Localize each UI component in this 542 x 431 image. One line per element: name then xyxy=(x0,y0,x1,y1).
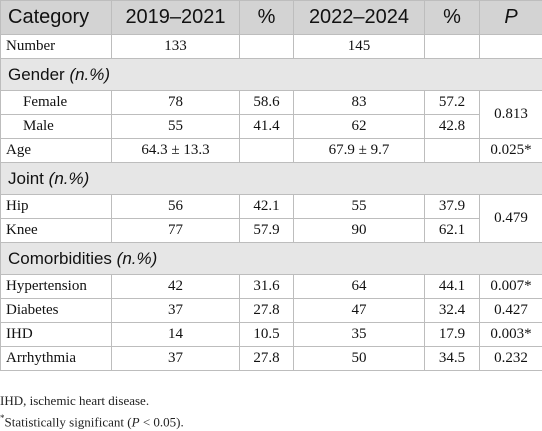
cell-p-value: 0.232 xyxy=(479,346,542,371)
cell-percent: 27.8 xyxy=(239,346,294,371)
table-row: Diabetes 37 27.8 47 32.4 0.427 xyxy=(0,298,542,323)
cell-percent: 17.9 xyxy=(424,322,480,347)
row-label: Female xyxy=(0,90,112,115)
header-category: Category xyxy=(0,0,112,35)
cell-empty xyxy=(479,34,542,59)
cell-value: 37 xyxy=(111,346,240,371)
asterisk-mark: * xyxy=(0,413,5,423)
cell-p-value: 0.007* xyxy=(479,274,542,299)
cell-percent: 57.2 xyxy=(424,90,480,115)
cell-percent: 62.1 xyxy=(424,218,480,243)
row-label: Arrhythmia xyxy=(0,346,112,371)
cell-value: 56 xyxy=(111,194,240,219)
cell-value: 35 xyxy=(293,322,425,347)
table-row: Age 64.3 ± 13.3 67.9 ± 9.7 0.025* xyxy=(0,138,542,163)
footnote-p-symbol: P xyxy=(131,414,140,430)
cell-percent: 44.1 xyxy=(424,274,480,299)
header-pct1: % xyxy=(239,0,294,35)
cell-percent: 37.9 xyxy=(424,194,480,219)
row-label: Number xyxy=(0,34,112,59)
cell-value: 83 xyxy=(293,90,425,115)
cell-percent: 34.5 xyxy=(424,346,480,371)
table-row: Knee 77 57.9 90 62.1 xyxy=(0,218,542,243)
cell-value: 90 xyxy=(293,218,425,243)
footnote-threshold: < 0.05). xyxy=(139,414,184,430)
row-label: Hypertension xyxy=(0,274,112,299)
cell-value: 78 xyxy=(111,90,240,115)
cell-percent: 41.4 xyxy=(239,114,294,139)
header-p: P xyxy=(479,0,542,35)
table-container: Category 2019–2021 % 2022–2024 % P Numbe… xyxy=(0,0,542,371)
section-joint: Joint (n.%) xyxy=(0,162,542,195)
cell-percent: 42.8 xyxy=(424,114,480,139)
row-label: Knee xyxy=(0,218,112,243)
cell-p-value: 0.813 xyxy=(479,90,542,139)
cell-p-value: 0.479 xyxy=(479,194,542,243)
table-row: Number 133 145 xyxy=(0,34,542,59)
table-row: Hip 56 42.1 55 37.9 0.479 xyxy=(0,194,542,243)
cell-empty xyxy=(424,138,480,163)
cell-value: 145 xyxy=(293,34,425,59)
cell-value: 50 xyxy=(293,346,425,371)
header-period1: 2019–2021 xyxy=(111,0,240,35)
cell-value: 55 xyxy=(111,114,240,139)
header-period2: 2022–2024 xyxy=(293,0,425,35)
cell-percent: 27.8 xyxy=(239,298,294,323)
cell-empty xyxy=(424,34,480,59)
table-row: Hypertension 42 31.6 64 44.1 0.007* xyxy=(0,274,542,299)
cell-value: 62 xyxy=(293,114,425,139)
cell-value: 55 xyxy=(293,194,425,219)
cell-value: 67.9 ± 9.7 xyxy=(293,138,425,163)
footnote-abbreviation: IHD, ischemic heart disease. xyxy=(0,393,150,408)
header-row: Category 2019–2021 % 2022–2024 % P xyxy=(0,0,542,35)
section-heading: Comorbidities (n.%) xyxy=(0,242,542,275)
section-unit: (n.%) xyxy=(48,168,90,188)
row-label: Male xyxy=(0,114,112,139)
demographics-table: Category 2019–2021 % 2022–2024 % P Numbe… xyxy=(0,0,542,371)
cell-value: 14 xyxy=(111,322,240,347)
section-comorbidities: Comorbidities (n.%) xyxy=(0,242,542,275)
cell-value: 77 xyxy=(111,218,240,243)
cell-p-value: 0.427 xyxy=(479,298,542,323)
cell-value: 64.3 ± 13.3 xyxy=(111,138,240,163)
footnote-sig-text: Statistically significant xyxy=(4,414,125,430)
table-row: Female 78 58.6 83 57.2 0.813 xyxy=(0,90,542,139)
row-label: Age xyxy=(0,138,112,163)
cell-value: 47 xyxy=(293,298,425,323)
cell-p-value: 0.003* xyxy=(479,322,542,347)
row-label: Diabetes xyxy=(0,298,112,323)
row-label: IHD xyxy=(0,322,112,347)
cell-p-value: 0.025* xyxy=(479,138,542,163)
section-unit: (n.%) xyxy=(69,64,111,84)
section-gender: Gender (n.%) xyxy=(0,58,542,91)
table-row: Male 55 41.4 62 42.8 xyxy=(0,114,542,139)
row-label: Hip xyxy=(0,194,112,219)
section-title: Comorbidities xyxy=(8,248,112,268)
header-pct2: % xyxy=(424,0,480,35)
cell-percent: 10.5 xyxy=(239,322,294,347)
section-title: Joint xyxy=(8,168,44,188)
section-unit: (n.%) xyxy=(116,248,158,268)
cell-percent: 57.9 xyxy=(239,218,294,243)
cell-percent: 31.6 xyxy=(239,274,294,299)
cell-percent: 32.4 xyxy=(424,298,480,323)
cell-value: 133 xyxy=(111,34,240,59)
footnote-significance: *Statistically significant (P < 0.05). xyxy=(0,413,184,430)
cell-percent: 58.6 xyxy=(239,90,294,115)
cell-value: 42 xyxy=(111,274,240,299)
table-row: Arrhythmia 37 27.8 50 34.5 0.232 xyxy=(0,346,542,371)
cell-percent: 42.1 xyxy=(239,194,294,219)
cell-empty xyxy=(239,138,294,163)
section-title: Gender xyxy=(8,64,65,84)
table-row: IHD 14 10.5 35 17.9 0.003* xyxy=(0,322,542,347)
section-heading: Gender (n.%) xyxy=(0,58,542,91)
cell-value: 64 xyxy=(293,274,425,299)
section-heading: Joint (n.%) xyxy=(0,162,542,195)
cell-value: 37 xyxy=(111,298,240,323)
cell-empty xyxy=(239,34,294,59)
